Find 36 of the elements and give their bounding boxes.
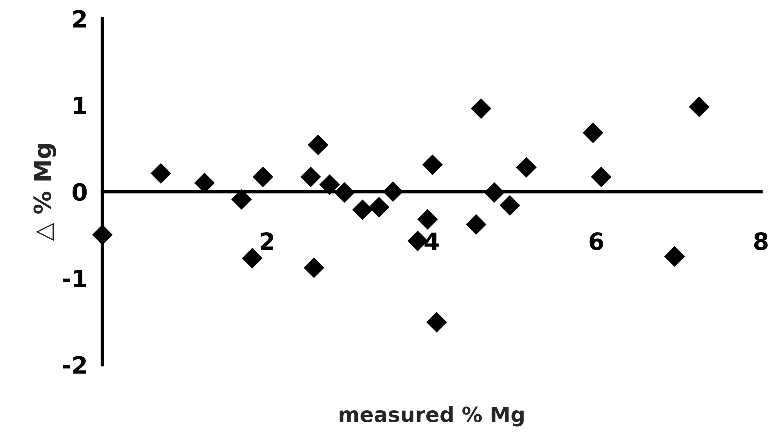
point	[484, 182, 505, 204]
y-tick-label: 2	[74, 10, 86, 28]
point	[368, 197, 390, 218]
y-tick-label: -1	[63, 270, 86, 288]
point	[466, 214, 487, 236]
point	[300, 166, 322, 188]
point	[308, 134, 329, 156]
point	[426, 312, 448, 333]
point	[352, 200, 374, 220]
point	[591, 166, 612, 188]
point	[471, 98, 492, 120]
point	[582, 122, 604, 144]
point	[689, 96, 710, 118]
point	[334, 182, 355, 204]
point	[242, 248, 263, 269]
point	[231, 189, 252, 210]
y-tick-label: 1	[74, 97, 86, 114]
y-axis-title: △ % Mg	[34, 144, 56, 242]
x-tick-label: 2	[260, 232, 274, 250]
point	[422, 154, 444, 176]
point	[500, 195, 520, 216]
x-tick-label: 6	[590, 232, 604, 250]
point	[418, 209, 438, 230]
y-tick-label: -2	[63, 356, 86, 374]
y-tick-label: 0	[72, 183, 87, 202]
point	[92, 224, 113, 246]
point	[382, 182, 404, 202]
point	[516, 157, 537, 178]
x-axis-title: measured % Mg	[340, 406, 524, 427]
point	[150, 163, 172, 184]
x-tick-label: 8	[754, 232, 768, 250]
x-tick-label: 4	[424, 232, 440, 250]
point	[320, 174, 340, 196]
point	[304, 258, 325, 278]
point	[252, 166, 274, 188]
point	[664, 246, 686, 268]
